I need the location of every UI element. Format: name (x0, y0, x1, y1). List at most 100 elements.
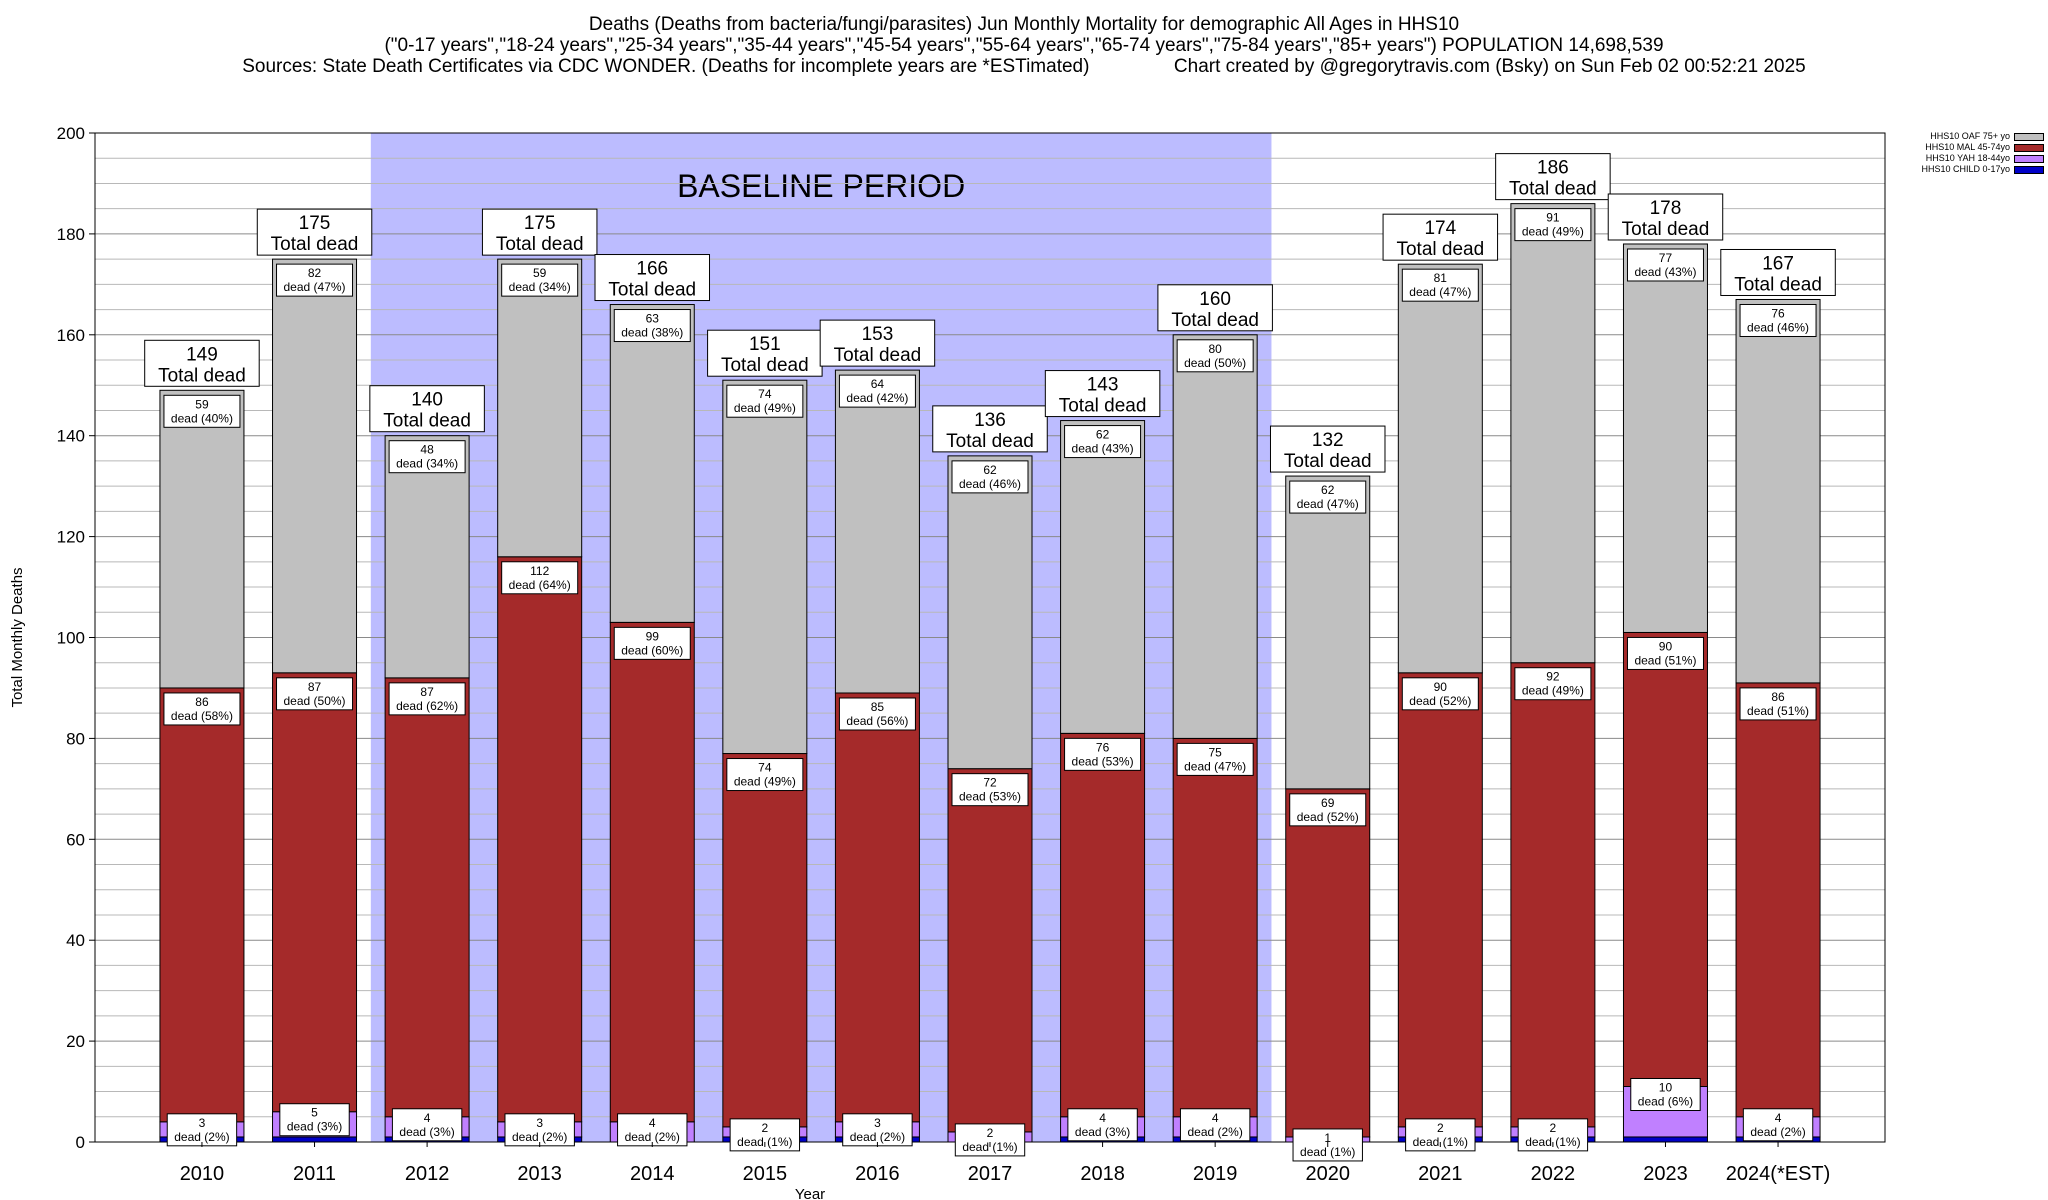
mal-value-label-box (276, 677, 354, 711)
baseline-period-label: BASELINE PERIOD (677, 168, 965, 204)
bar-segment (1060, 420, 1146, 734)
mal-value-label: 87 (420, 685, 434, 699)
yah-value-label: dead (3%) (1075, 1125, 1130, 1139)
total-label: Total dead (1622, 219, 1710, 240)
mal-value-label-box (838, 697, 916, 731)
x-tick-label: 2018 (1080, 1163, 1125, 1185)
bar-segment (947, 768, 1033, 1133)
oaf-value-label: 63 (646, 312, 660, 326)
chart-legend: HHS10 OAF 75+ yo HHS10 MAL 45-74yo HHS10 Y… (1884, 131, 2044, 175)
total-label: Total dead (946, 431, 1034, 452)
oaf-value-label-box (1514, 208, 1592, 242)
y-tick-label: 20 (66, 1032, 85, 1051)
mal-value-label-box (613, 626, 691, 660)
bar-segment (609, 621, 695, 1123)
x-tick-label: 2020 (1305, 1163, 1350, 1185)
oaf-value-label: dead (47%) (284, 280, 346, 294)
bar-segment (609, 304, 695, 623)
oaf-value-label-box (501, 263, 579, 297)
oaf-value-label: dead (50%) (1184, 356, 1246, 370)
legend-swatch (2014, 143, 2044, 152)
x-tick-label: 2022 (1531, 1163, 1576, 1185)
mal-value-label: dead (51%) (1747, 704, 1809, 718)
mal-value-label: dead (49%) (734, 775, 796, 789)
x-tick-label: 2013 (517, 1163, 562, 1185)
y-tick-label: 200 (57, 124, 85, 143)
mal-value-label-box (726, 758, 804, 792)
yah-value-label: dead (2%) (512, 1130, 567, 1144)
y-tick-label: 180 (57, 225, 85, 244)
yah-value-label: dead (1%) (737, 1135, 792, 1149)
oaf-value-label: dead (40%) (171, 411, 233, 425)
mal-value-label: dead (52%) (1409, 694, 1471, 708)
mal-value-label: 87 (308, 680, 322, 694)
bar-segment (1397, 672, 1483, 1128)
mal-value-label-box (1514, 667, 1592, 701)
bar-segment (1510, 662, 1596, 1128)
mal-value-label: 92 (1546, 670, 1560, 684)
oaf-value-label: dead (43%) (1634, 265, 1696, 279)
legend-item: HHS10 YAH 18-44yo (1884, 153, 2044, 164)
mal-value-label: 74 (758, 761, 772, 775)
legend-item: HHS10 OAF 75+ yo (1884, 131, 2044, 142)
total-label-box (819, 319, 936, 367)
oaf-value-label: 76 (1771, 306, 1785, 320)
mal-value-label-box (501, 561, 579, 595)
yah-value-label: 4 (649, 1116, 656, 1130)
bar-segment (497, 258, 583, 558)
legend-label: HHS10 MAL 45-74yo (1925, 142, 2010, 152)
y-tick-label: 160 (57, 326, 85, 345)
mal-value-label: 76 (1096, 740, 1110, 754)
mal-value-label: dead (60%) (621, 643, 683, 657)
y-tick-label: 100 (57, 629, 85, 648)
mal-value-label-box (1401, 677, 1479, 711)
legend-item: HHS10 MAL 45-74yo (1884, 142, 2044, 153)
oaf-value-label-box (726, 384, 804, 418)
mal-value-label: 112 (530, 564, 549, 578)
bar-segment (497, 556, 583, 1123)
oaf-value-label-box (1064, 425, 1142, 459)
yah-value-label: 2 (1550, 1121, 1557, 1135)
oaf-value-label-box (163, 394, 241, 428)
bar-segment (834, 692, 920, 1123)
y-tick-label: 140 (57, 427, 85, 446)
total-label-box (1495, 153, 1611, 201)
x-tick-label: 2023 (1643, 1163, 1688, 1185)
oaf-value-label: 62 (983, 463, 997, 477)
total-label: 153 (862, 324, 894, 345)
oaf-value-label: dead (46%) (959, 477, 1021, 491)
bar-segment (159, 687, 245, 1123)
mal-value-label: dead (49%) (1522, 684, 1584, 698)
legend-swatch (2014, 132, 2044, 141)
yah-value-label-box (1630, 1078, 1701, 1112)
total-label: 175 (299, 213, 331, 234)
oaf-value-label: 64 (871, 377, 885, 391)
mal-value-label: dead (62%) (396, 699, 458, 713)
x-tick-label: 2011 (293, 1163, 336, 1185)
title-sources: Sources: State Death Certificates via CD… (242, 56, 1090, 77)
oaf-value-label: 48 (420, 443, 434, 457)
mal-value-label: dead (53%) (959, 790, 1021, 804)
mal-value-label: dead (52%) (1297, 810, 1359, 824)
oaf-value-label: 82 (308, 266, 322, 280)
total-label-box (1382, 213, 1499, 261)
bar-segment (1060, 732, 1146, 1118)
oaf-value-label-box (1289, 480, 1367, 514)
total-label-box (1720, 248, 1836, 296)
mal-value-label-box (1176, 742, 1254, 776)
total-label-box (1157, 284, 1273, 332)
total-label-box (932, 405, 1048, 453)
oaf-value-label-box (276, 263, 354, 297)
yah-value-label: dead (6%) (1638, 1095, 1693, 1109)
mal-value-label: dead (56%) (846, 714, 908, 728)
oaf-value-label: 91 (1546, 211, 1560, 225)
oaf-value-label: dead (49%) (734, 401, 796, 415)
total-label: 149 (186, 344, 218, 365)
y-tick-label: 40 (66, 931, 85, 950)
bar-segment (272, 1136, 358, 1143)
oaf-value-label: dead (38%) (621, 326, 683, 340)
mal-value-label-box (1064, 737, 1142, 771)
mal-value-label-box (1626, 636, 1704, 670)
mal-value-label: 75 (1208, 745, 1222, 759)
